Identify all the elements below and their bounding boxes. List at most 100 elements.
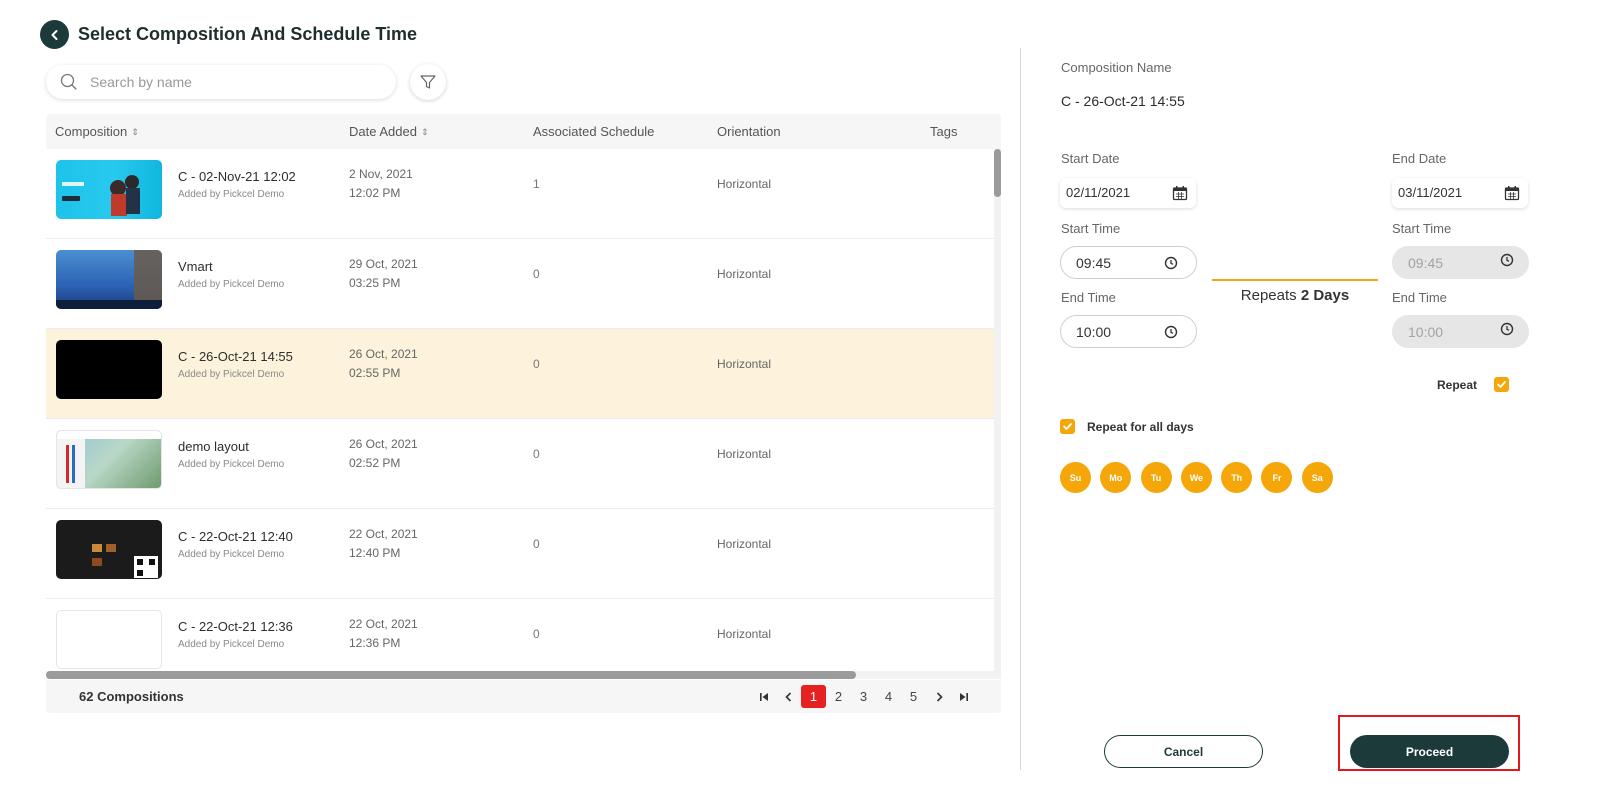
composition-author: Added by Pickcel Demo	[178, 459, 285, 470]
sort-icon[interactable]: ⇕	[131, 127, 139, 137]
day-tuesday[interactable]: Tu	[1140, 462, 1172, 493]
cancel-button[interactable]: Cancel	[1104, 735, 1263, 768]
column-header-associated-schedule: Associated Schedule	[533, 124, 655, 139]
repeat-all-days-checkbox[interactable]	[1060, 419, 1075, 434]
day-sunday[interactable]: Su	[1060, 462, 1091, 493]
day-saturday[interactable]: Sa	[1301, 462, 1333, 493]
chevron-left-icon	[51, 29, 57, 40]
horizontal-scrollbar[interactable]	[46, 671, 856, 679]
associated-schedule-count: 0	[533, 627, 540, 641]
vertical-scrollbar-track[interactable]	[994, 149, 1001, 671]
composition-thumbnail	[56, 520, 162, 579]
pagination: 1 2 3 4 5	[751, 685, 976, 708]
back-button[interactable]	[40, 20, 69, 49]
right-end-time-label: End Time	[1392, 290, 1447, 305]
filter-icon	[420, 75, 436, 89]
previous-page-button[interactable]	[776, 685, 801, 708]
column-header-orientation: Orientation	[717, 124, 781, 139]
repeats-prefix: Repeats	[1240, 287, 1297, 304]
end-date-value: 03/11/2021	[1398, 185, 1463, 200]
repeat-checkbox[interactable]	[1494, 377, 1509, 392]
chevron-right-icon	[936, 691, 943, 702]
day-selector: Su Mo Tu We Th Fr Sa	[1060, 462, 1342, 493]
vertical-scrollbar[interactable]	[994, 149, 1001, 197]
table-row[interactable]: C - 22-Oct-21 12:40 Added by Pickcel Dem…	[46, 509, 994, 599]
column-header-date-added[interactable]: Date Added ⇕	[349, 124, 429, 139]
checkmark-icon	[1497, 381, 1506, 388]
sort-icon[interactable]: ⇕	[420, 127, 429, 137]
start-time-value: 09:45	[1076, 255, 1112, 271]
end-date-field[interactable]: 03/11/2021	[1392, 178, 1528, 208]
composition-name-value: C - 26-Oct-21 14:55	[1061, 93, 1185, 109]
page-5[interactable]: 5	[909, 689, 918, 704]
composition-name-label: Composition Name	[1061, 60, 1172, 75]
clock-icon	[1164, 325, 1178, 339]
table-row[interactable]: Vmart Added by Pickcel Demo 29 Oct, 2021…	[46, 239, 994, 329]
repeat-all-days-label: Repeat for all days	[1087, 420, 1194, 434]
search-bar[interactable]	[46, 65, 396, 99]
next-page-button[interactable]	[926, 685, 951, 708]
orientation: Horizontal	[717, 357, 772, 371]
chevron-left-icon	[784, 691, 791, 702]
day-monday[interactable]: Mo	[1100, 462, 1132, 493]
orientation: Horizontal	[717, 447, 772, 461]
orientation: Horizontal	[717, 537, 772, 551]
day-thursday[interactable]: Th	[1221, 462, 1253, 493]
column-header-composition[interactable]: Composition ⇕	[55, 124, 139, 139]
search-input[interactable]	[90, 74, 350, 90]
first-page-button[interactable]	[751, 685, 776, 708]
composition-author: Added by Pickcel Demo	[178, 549, 285, 560]
date-added: 26 Oct, 2021	[349, 347, 418, 361]
right-start-time-field: 09:45	[1392, 246, 1529, 279]
associated-schedule-count: 0	[533, 267, 540, 281]
right-start-time-value: 09:45	[1408, 255, 1444, 271]
day-wednesday[interactable]: We	[1180, 462, 1212, 493]
composition-name: C - 22-Oct-21 12:40	[178, 529, 293, 544]
composition-name: C - 22-Oct-21 12:36	[178, 619, 293, 634]
column-label: Date Added	[349, 124, 417, 139]
page-4[interactable]: 4	[884, 689, 893, 704]
start-date-label: Start Date	[1061, 151, 1120, 166]
table-row[interactable]: demo layout Added by Pickcel Demo 26 Oct…	[46, 419, 994, 509]
date-added: 2 Nov, 2021	[349, 167, 413, 181]
composition-thumbnail	[56, 340, 162, 399]
repeats-divider	[1212, 279, 1378, 281]
end-time-value: 10:00	[1076, 324, 1112, 340]
time-added: 12:36 PM	[349, 636, 401, 650]
composition-author: Added by Pickcel Demo	[178, 639, 285, 650]
day-friday[interactable]: Fr	[1261, 462, 1293, 493]
table-row-selected[interactable]: C - 26-Oct-21 14:55 Added by Pickcel Dem…	[46, 329, 994, 419]
clock-icon	[1164, 256, 1178, 270]
repeats-value: 2 Days	[1300, 287, 1350, 304]
start-time-field[interactable]: 09:45	[1060, 246, 1197, 279]
search-icon	[60, 73, 77, 90]
start-time-label: Start Time	[1061, 221, 1121, 236]
end-time-field[interactable]: 10:00	[1060, 315, 1197, 348]
column-label: Composition	[55, 124, 128, 139]
associated-schedule-count: 0	[533, 537, 540, 551]
clock-icon	[1500, 253, 1514, 267]
table-row[interactable]: C - 22-Oct-21 12:36 Added by Pickcel Dem…	[46, 599, 994, 671]
proceed-button[interactable]: Proceed	[1350, 735, 1509, 768]
repeat-label: Repeat	[1437, 378, 1478, 392]
table-body: C - 02-Nov-21 12:02 Added by Pickcel Dem…	[46, 149, 994, 671]
composition-author: Added by Pickcel Demo	[178, 279, 285, 290]
table-row[interactable]: C - 02-Nov-21 12:02 Added by Pickcel Dem…	[46, 149, 994, 239]
composition-thumbnail	[56, 430, 162, 489]
right-end-time-field: 10:00	[1392, 315, 1529, 348]
page-3[interactable]: 3	[859, 689, 868, 704]
page-1[interactable]: 1	[801, 685, 826, 708]
last-page-button[interactable]	[951, 685, 976, 708]
associated-schedule-count: 0	[533, 357, 540, 371]
right-start-time-label: Start Time	[1392, 221, 1452, 236]
filter-button[interactable]	[410, 64, 446, 100]
start-date-field[interactable]: 02/11/2021	[1060, 178, 1196, 208]
composition-thumbnail	[56, 250, 162, 309]
calendar-icon[interactable]	[1172, 185, 1188, 201]
composition-author: Added by Pickcel Demo	[178, 189, 285, 200]
checkmark-icon	[1063, 423, 1072, 430]
page-2[interactable]: 2	[834, 689, 843, 704]
time-added: 03:25 PM	[349, 276, 401, 290]
associated-schedule-count: 1	[533, 177, 540, 191]
calendar-icon[interactable]	[1504, 185, 1520, 201]
